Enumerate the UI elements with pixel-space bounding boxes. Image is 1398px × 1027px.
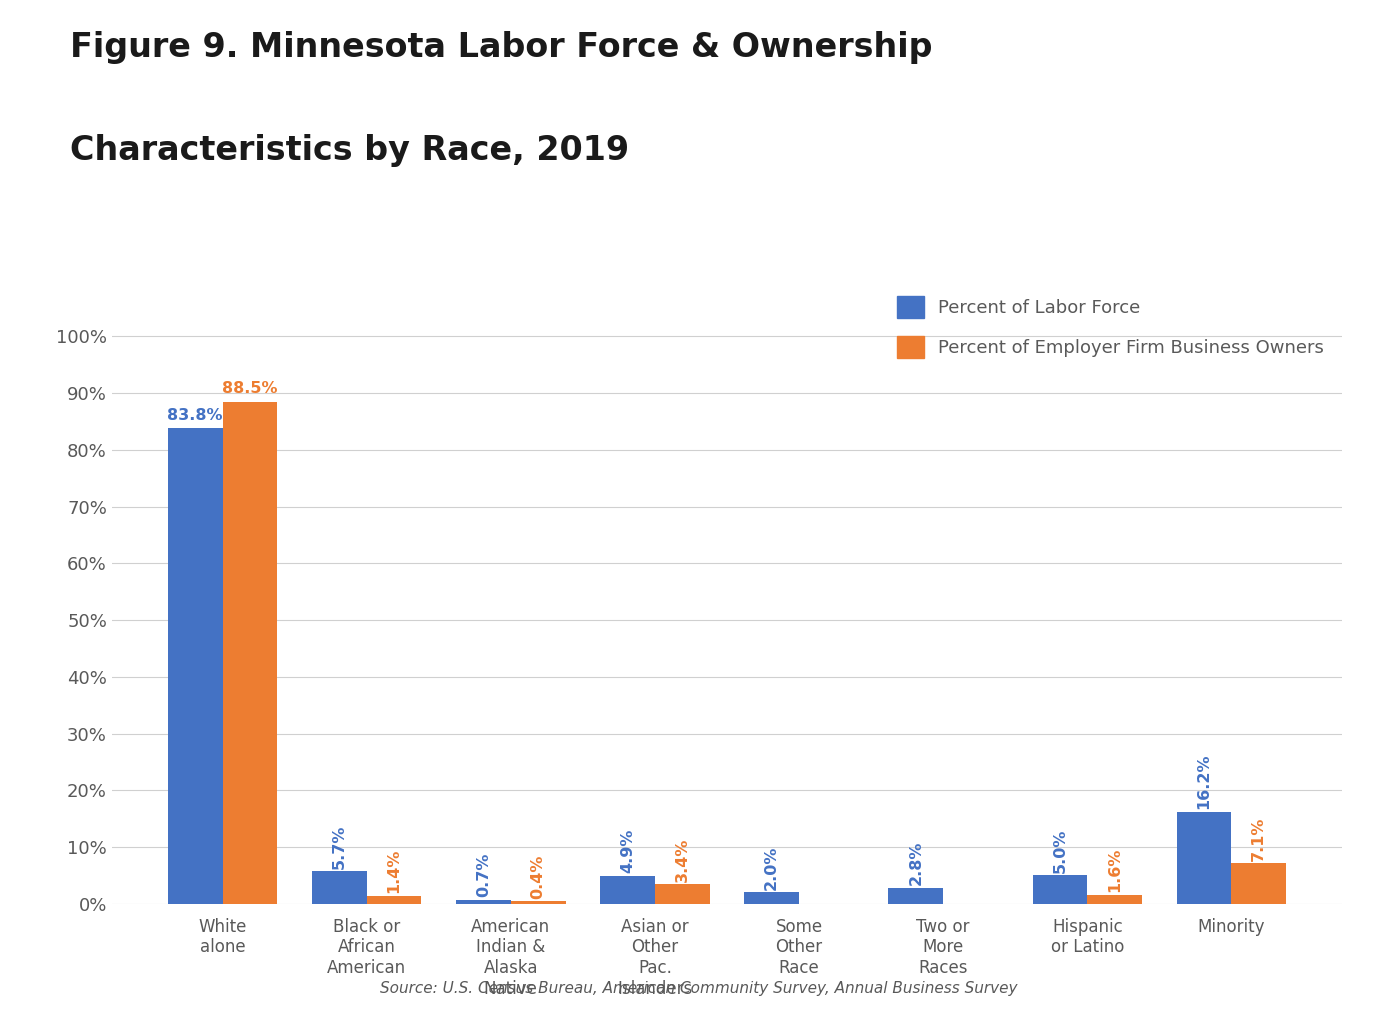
Text: 1.4%: 1.4%: [386, 848, 401, 893]
Text: 2.0%: 2.0%: [765, 845, 779, 889]
Bar: [654, 884, 710, 904]
Bar: [1232, 864, 1286, 904]
Text: 2.8%: 2.8%: [909, 841, 923, 885]
Text: Source: U.S. Census Bureau, American Community Survey, Annual Business Survey: Source: U.S. Census Bureau, American Com…: [380, 981, 1018, 996]
Bar: [510, 902, 566, 904]
Text: Figure 9. Minnesota Labor Force & Ownership: Figure 9. Minnesota Labor Force & Owners…: [70, 31, 932, 64]
Legend: Percent of Labor Force, Percent of Employer Firm Business Owners: Percent of Labor Force, Percent of Emplo…: [888, 288, 1334, 368]
Text: 0.4%: 0.4%: [531, 854, 545, 899]
Text: Characteristics by Race, 2019: Characteristics by Race, 2019: [70, 134, 629, 166]
Bar: [366, 896, 421, 904]
Bar: [888, 888, 944, 904]
Text: 4.9%: 4.9%: [621, 829, 635, 873]
Text: 83.8%: 83.8%: [168, 408, 222, 423]
Text: 16.2%: 16.2%: [1197, 754, 1212, 809]
Text: 7.1%: 7.1%: [1251, 816, 1267, 861]
Bar: [1177, 812, 1232, 904]
Bar: [744, 892, 800, 904]
Text: 3.4%: 3.4%: [675, 837, 689, 881]
Bar: [312, 872, 366, 904]
Bar: [600, 876, 654, 904]
Bar: [1033, 875, 1088, 904]
Text: 5.0%: 5.0%: [1053, 828, 1068, 873]
Bar: [456, 900, 510, 904]
Bar: [222, 402, 277, 904]
Text: 0.7%: 0.7%: [475, 852, 491, 897]
Text: 1.6%: 1.6%: [1107, 847, 1123, 891]
Bar: [168, 428, 222, 904]
Bar: [1088, 895, 1142, 904]
Text: 5.7%: 5.7%: [331, 825, 347, 869]
Text: 88.5%: 88.5%: [222, 381, 278, 396]
